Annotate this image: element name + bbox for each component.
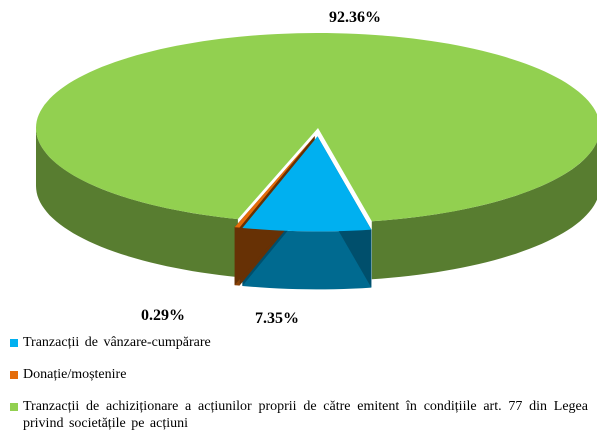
data-label: 7.35%	[255, 310, 299, 327]
legend-swatch	[10, 339, 18, 347]
legend-label: Donație/moștenire	[23, 367, 127, 382]
slice	[36, 33, 597, 222]
legend-label: Tranzacții de vânzare-cumpărare	[23, 335, 211, 350]
legend-item: Donație/moștenire	[10, 366, 588, 383]
legend-swatch	[10, 371, 18, 379]
slice	[234, 136, 315, 228]
legend-item: Tranzacții de vânzare-cumpărare	[10, 334, 588, 351]
legend: Tranzacții de vânzare-cumpărare Donație/m…	[10, 334, 588, 447]
data-label: 0.29%	[141, 307, 185, 324]
slice-side	[371, 141, 597, 280]
legend-label: Tranzacții de achiziționare a acțiunilor…	[23, 399, 588, 431]
data-label: 92.36%	[329, 9, 381, 26]
legend-item: Tranzacții de achiziționare a acțiunilor…	[10, 398, 588, 432]
slice-side	[36, 128, 238, 278]
slice	[242, 136, 372, 232]
legend-swatch	[10, 403, 18, 411]
